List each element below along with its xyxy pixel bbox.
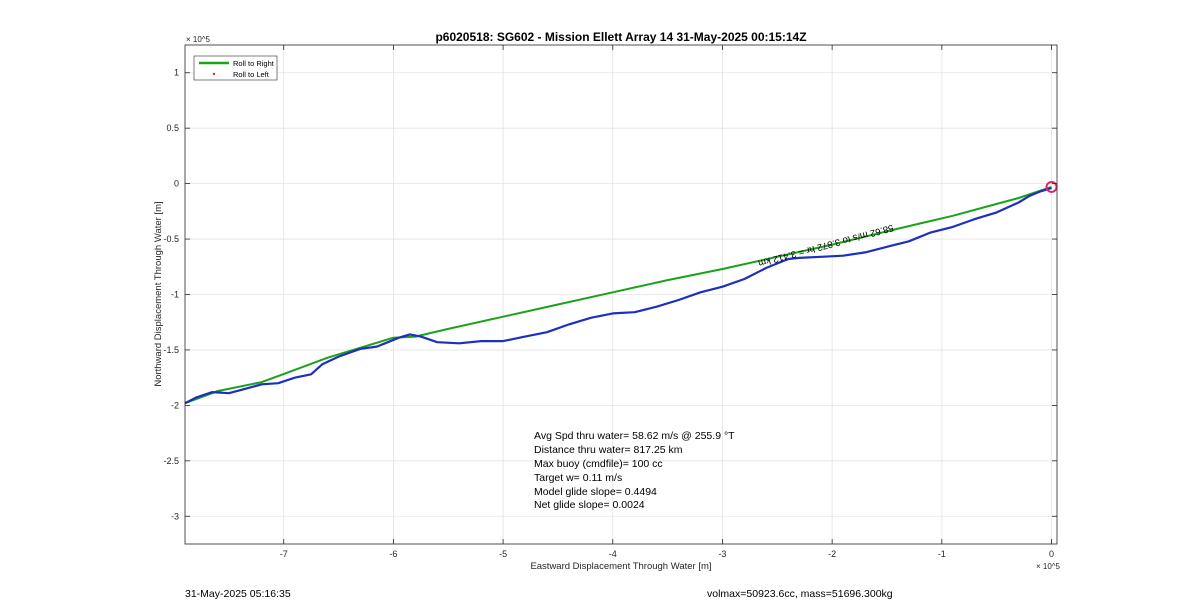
x-tick-label: -2 [828, 549, 836, 559]
roll-right-track [184, 185, 1052, 405]
x-tick-label: -7 [280, 549, 288, 559]
stat-avg-speed: Avg Spd thru water= 58.62 m/s @ 255.9 °T [534, 430, 735, 442]
x-tick-label: -1 [938, 549, 946, 559]
grid [185, 45, 1057, 544]
x-exponent-label: × 10^5 [1036, 562, 1061, 571]
stat-net-glide: Net glide slope= 0.0024 [534, 499, 645, 511]
x-tick-label: -4 [609, 549, 617, 559]
y-tick-label: -3 [171, 511, 179, 521]
y-tick-label: -1 [171, 290, 179, 300]
y-tick-label: 0.5 [166, 123, 179, 133]
legend: Roll to Right Roll to Left [193, 55, 278, 81]
stat-target-w: Target w= 0.11 m/s [534, 472, 622, 484]
axes-ticks: -7 -6 -5 -4 -3 -2 -1 0 1 0.5 0 -0.5 -1 -1.5 -2 -2.5 -3 [163, 45, 1057, 559]
y-exponent-label: × 10^5 [186, 35, 211, 44]
legend-roll-right-label: Roll to Right [233, 59, 275, 68]
stat-distance: Distance thru water= 817.25 km [534, 444, 683, 456]
x-tick-label: -5 [499, 549, 507, 559]
x-axis-label: Eastward Displacement Through Water [m] [530, 561, 711, 572]
stat-model-glide: Model glide slope= 0.4494 [534, 486, 657, 498]
y-tick-label: -2 [171, 400, 179, 410]
x-tick-label: -3 [718, 549, 726, 559]
legend-box [193, 55, 278, 81]
y-axis-label: Northward Displacement Through Water [m] [153, 201, 164, 386]
y-tick-label: -2.5 [163, 456, 179, 466]
y-tick-label: -0.5 [163, 234, 179, 244]
stat-max-buoy: Max buoy (cmdfile)= 100 cc [534, 458, 663, 470]
end-position-marker [1045, 180, 1058, 193]
x-tick-label: 0 [1049, 549, 1054, 559]
y-tick-label: 1 [174, 68, 179, 78]
glider-track [184, 186, 1052, 405]
legend-roll-left-label: Roll to Left [233, 70, 270, 79]
legend-roll-left-swatch [212, 72, 216, 76]
stats-annotation: Avg Spd thru water= 58.62 m/s @ 255.9 °T… [534, 430, 735, 511]
x-tick-label: -6 [389, 549, 397, 559]
footer-summary: volmax=50923.6cc, mass=51696.300kg [707, 588, 893, 600]
chart-title: p6020518: SG602 - Mission Ellett Array 1… [435, 30, 806, 44]
y-tick-label: 0 [174, 179, 179, 189]
footer-timestamp: 31-May-2025 05:16:35 [185, 588, 291, 600]
y-tick-label: -1.5 [163, 345, 179, 355]
